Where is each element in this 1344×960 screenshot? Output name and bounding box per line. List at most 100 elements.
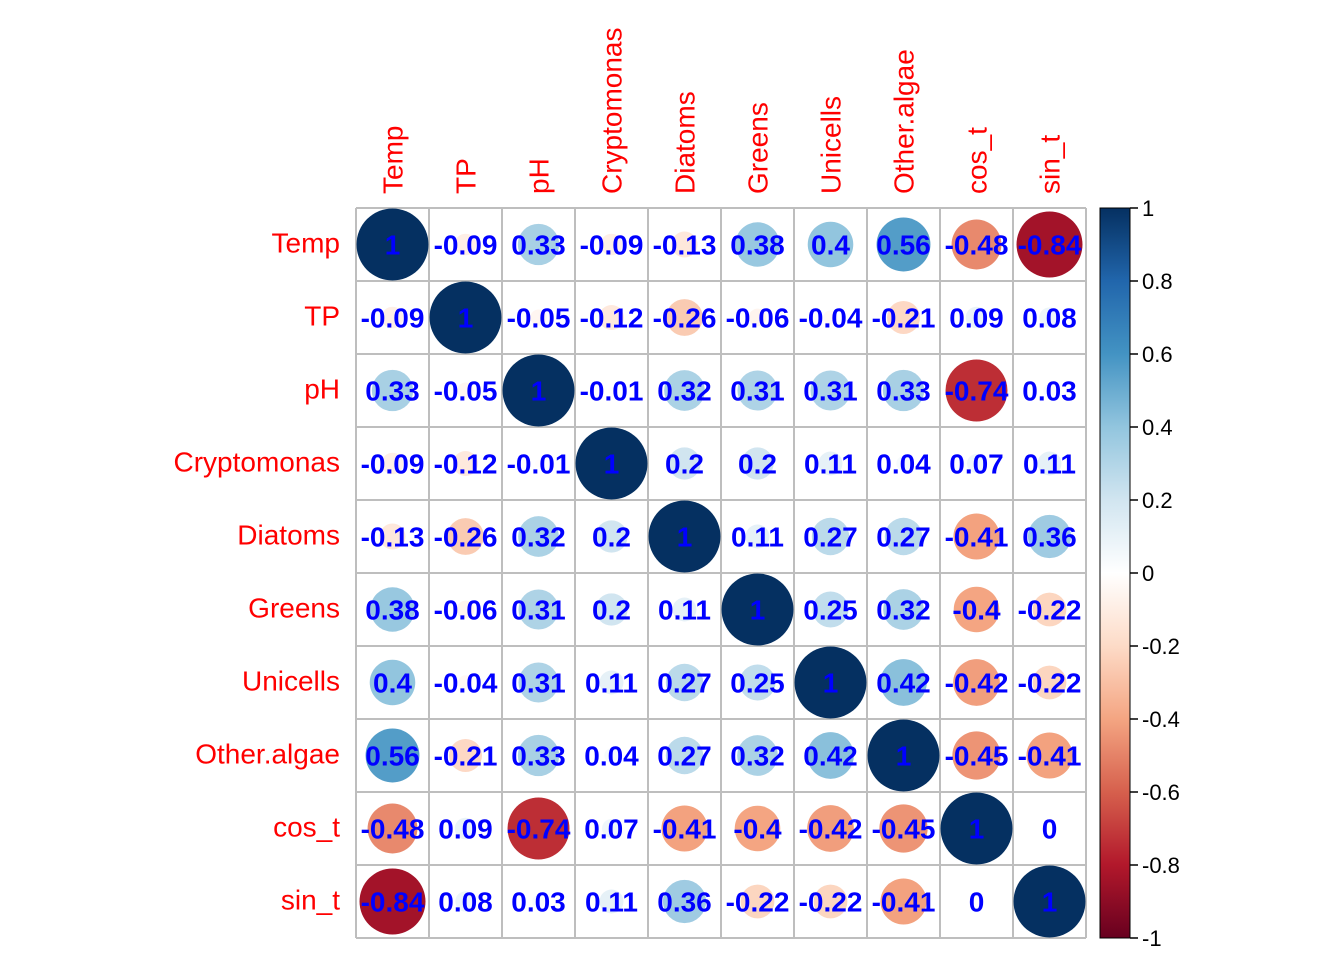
correlation-value-label: -0.21: [872, 303, 936, 334]
correlation-circle: [454, 233, 477, 256]
correlation-value-label: -0.22: [799, 887, 863, 918]
correlation-value-label: 1: [823, 668, 839, 699]
correlation-value-label: 0.36: [657, 887, 712, 918]
correlation-circle: [665, 663, 704, 702]
correlation-value-label: 1: [531, 376, 547, 407]
column-label: TP: [451, 158, 482, 194]
correlation-circle: [502, 354, 575, 427]
correlation-value-label: -0.22: [1018, 595, 1082, 626]
correlation-circle: [794, 646, 867, 719]
correlation-value-label: -0.09: [361, 303, 425, 334]
correlation-circle: [867, 719, 940, 792]
correlation-value-label: -0.12: [434, 449, 498, 480]
correlation-value-label: 0.27: [803, 522, 858, 553]
correlation-circle: [447, 518, 484, 555]
correlation-circle: [458, 675, 473, 690]
correlation-value-label: 0.31: [511, 595, 566, 626]
correlation-circle: [812, 591, 849, 628]
correlation-circle: [953, 513, 1000, 560]
correlation-value-label: 0.04: [584, 741, 639, 772]
correlation-value-label: -0.41: [1018, 741, 1082, 772]
colorbar-tick-label: 0.6: [1142, 342, 1173, 367]
correlation-value-label: 0.32: [730, 741, 785, 772]
row-label: Cryptomonas: [173, 447, 340, 478]
correlation-circle: [453, 451, 478, 476]
correlation-value-label: -0.26: [653, 303, 717, 334]
correlation-circle: [1032, 665, 1067, 700]
correlation-value-label: 0.56: [365, 741, 420, 772]
correlation-circle: [951, 219, 1002, 270]
correlation-circle: [595, 520, 628, 553]
correlation-value-label: -0.41: [653, 814, 717, 845]
correlation-value-label: 0.07: [949, 449, 1004, 480]
correlation-value-label: -0.4: [733, 814, 782, 845]
correlation-value-label: 0.25: [803, 595, 858, 626]
row-labels: Temp TP pH Cryptomonas Diatoms Greens Unicells…: [173, 228, 340, 916]
correlation-circle: [518, 662, 559, 703]
correlation-value-label: 0.11: [731, 522, 784, 553]
correlation-circle: [457, 382, 474, 399]
correlation-value-label: 1: [750, 595, 766, 626]
correlation-circle: [880, 659, 927, 706]
correlation-value-label: -0.13: [361, 522, 425, 553]
correlation-circle: [807, 732, 854, 779]
correlation-value-label: 0.08: [1022, 303, 1077, 334]
correlation-circle: [953, 659, 1000, 706]
colorbar-tick-label: -0.6: [1142, 780, 1180, 805]
correlation-value-label: 0.27: [876, 522, 931, 553]
correlation-value-label: -0.42: [945, 668, 1009, 699]
correlation-circle: [745, 524, 770, 549]
column-label: Temp: [378, 126, 409, 194]
row-label: Greens: [248, 593, 340, 624]
correlation-circle: [952, 731, 1001, 780]
correlation-circle: [367, 803, 418, 854]
correlation-value-label: 1: [385, 230, 401, 261]
correlation-value-label: 0.2: [592, 595, 631, 626]
correlation-value-label: 0: [969, 887, 985, 918]
correlation-circle: [1037, 451, 1062, 476]
correlation-circle: [1013, 865, 1086, 938]
correlation-circle: [966, 453, 987, 474]
colorbar-tick-label: 0: [1142, 561, 1154, 586]
correlation-circle: [449, 739, 482, 772]
correlation-circle: [1026, 732, 1073, 779]
correlation-circle: [740, 884, 775, 919]
correlation-value-label: 1: [1042, 887, 1058, 918]
colorbar-tick-label: -1: [1142, 926, 1162, 951]
column-label: Diatoms: [670, 91, 701, 194]
correlation-value-label: 0.03: [511, 887, 566, 918]
correlation-circle: [429, 281, 502, 354]
correlation-circle: [887, 301, 920, 334]
correlation-circle: [735, 222, 780, 267]
correlation-circle: [734, 805, 781, 852]
colorbar-tick-label: 0.8: [1142, 269, 1173, 294]
column-label: pH: [524, 158, 555, 194]
correlation-circle: [456, 600, 475, 619]
correlation-value-label: 0.2: [665, 449, 704, 480]
column-label: Unicells: [816, 96, 847, 194]
correlation-circle: [965, 306, 988, 329]
correlation-circle: [359, 868, 426, 935]
correlation-value-label: 0.08: [438, 887, 493, 918]
correlation-value-label: 0.11: [804, 449, 857, 480]
row-label: Temp: [272, 228, 340, 259]
column-label: cos_t: [962, 127, 993, 194]
correlation-circle: [517, 223, 560, 266]
correlation-circle: [748, 308, 767, 327]
colorbar-tick-label: -0.8: [1142, 853, 1180, 878]
correlation-circle: [879, 804, 928, 853]
correlation-circle: [883, 589, 924, 630]
colorbar-tick-label: 0.2: [1142, 488, 1173, 513]
correlation-circle: [365, 728, 420, 783]
colorbar-tick-label: -0.4: [1142, 707, 1180, 732]
correlation-circle: [818, 451, 843, 476]
correlation-value-label: 0.4: [373, 668, 412, 699]
correlation-circle: [741, 447, 774, 480]
correlation-value-label: -0.06: [726, 303, 790, 334]
correlation-circle: [371, 369, 414, 412]
row-label: Unicells: [242, 666, 340, 697]
correlation-value-label: 0.25: [730, 668, 785, 699]
correlation-circle: [600, 233, 623, 256]
correlation-circle: [599, 889, 624, 914]
